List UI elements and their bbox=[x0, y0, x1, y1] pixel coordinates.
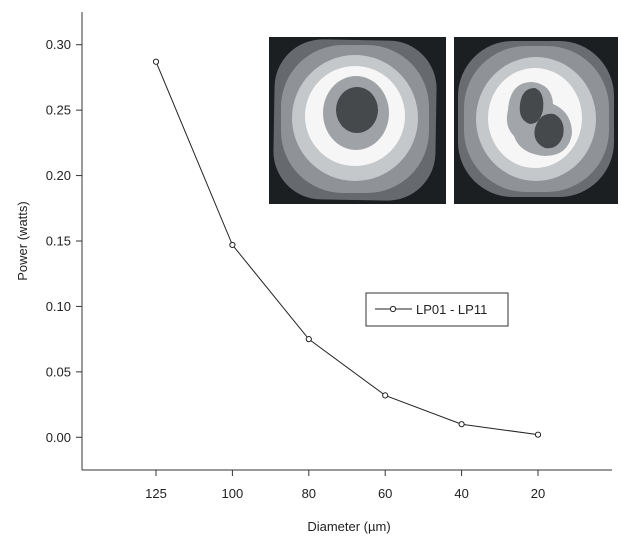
series-points bbox=[152, 58, 542, 438]
legend-label: LP01 - LP11 bbox=[416, 302, 487, 317]
data-point-20 bbox=[534, 431, 542, 438]
y-tick-label: 0.05 bbox=[46, 364, 71, 379]
data-point-100 bbox=[229, 241, 236, 249]
series-line-lp01-lp11 bbox=[155, 61, 539, 436]
legend-marker bbox=[389, 305, 397, 313]
y-tick-label: 0.10 bbox=[46, 299, 71, 314]
y-axis-ticks: 0.00 0.05 0.10 0.15 0.20 0.25 0.30 bbox=[46, 37, 82, 445]
data-point-40 bbox=[458, 421, 465, 428]
y-tick-label: 0.25 bbox=[46, 103, 71, 118]
x-tick-label: 20 bbox=[531, 486, 545, 501]
x-axis-ticks: 125 100 80 60 40 20 bbox=[145, 470, 545, 501]
y-tick-label: 0.00 bbox=[46, 430, 71, 445]
x-axis-title: Diameter (µm) bbox=[307, 519, 390, 534]
data-point-60 bbox=[382, 392, 389, 399]
x-tick-label: 40 bbox=[454, 486, 468, 501]
y-tick-label: 0.30 bbox=[46, 37, 71, 52]
lp01-mode-intensity-profile-icon bbox=[269, 37, 446, 204]
x-tick-label: 60 bbox=[378, 486, 392, 501]
lp11-mode-intensity-profile-icon bbox=[454, 37, 618, 204]
y-axis-title: Power (watts) bbox=[15, 201, 30, 280]
data-point-80 bbox=[305, 336, 312, 343]
legend: LP01 - LP11 bbox=[365, 292, 509, 327]
x-tick-label: 125 bbox=[145, 486, 167, 501]
y-tick-label: 0.15 bbox=[46, 234, 71, 249]
x-tick-label: 80 bbox=[302, 486, 316, 501]
y-tick-label: 0.20 bbox=[46, 168, 71, 183]
data-point-125 bbox=[152, 58, 160, 65]
x-tick-label: 100 bbox=[222, 486, 244, 501]
